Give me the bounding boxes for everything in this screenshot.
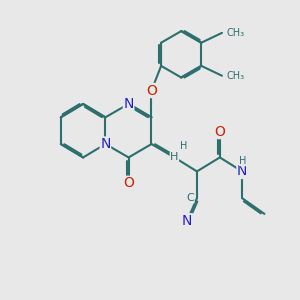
- Text: O: O: [123, 176, 134, 190]
- Text: CH₃: CH₃: [226, 28, 244, 38]
- Text: O: O: [214, 124, 225, 139]
- Text: N: N: [100, 137, 111, 151]
- Text: C: C: [187, 193, 194, 203]
- Text: N: N: [237, 164, 247, 178]
- Text: N: N: [123, 97, 134, 111]
- Text: H: H: [180, 142, 187, 152]
- Text: O: O: [146, 84, 157, 98]
- Text: CH₃: CH₃: [226, 71, 244, 81]
- Text: H: H: [170, 152, 178, 162]
- Text: N: N: [182, 214, 192, 228]
- Text: H: H: [239, 156, 246, 166]
